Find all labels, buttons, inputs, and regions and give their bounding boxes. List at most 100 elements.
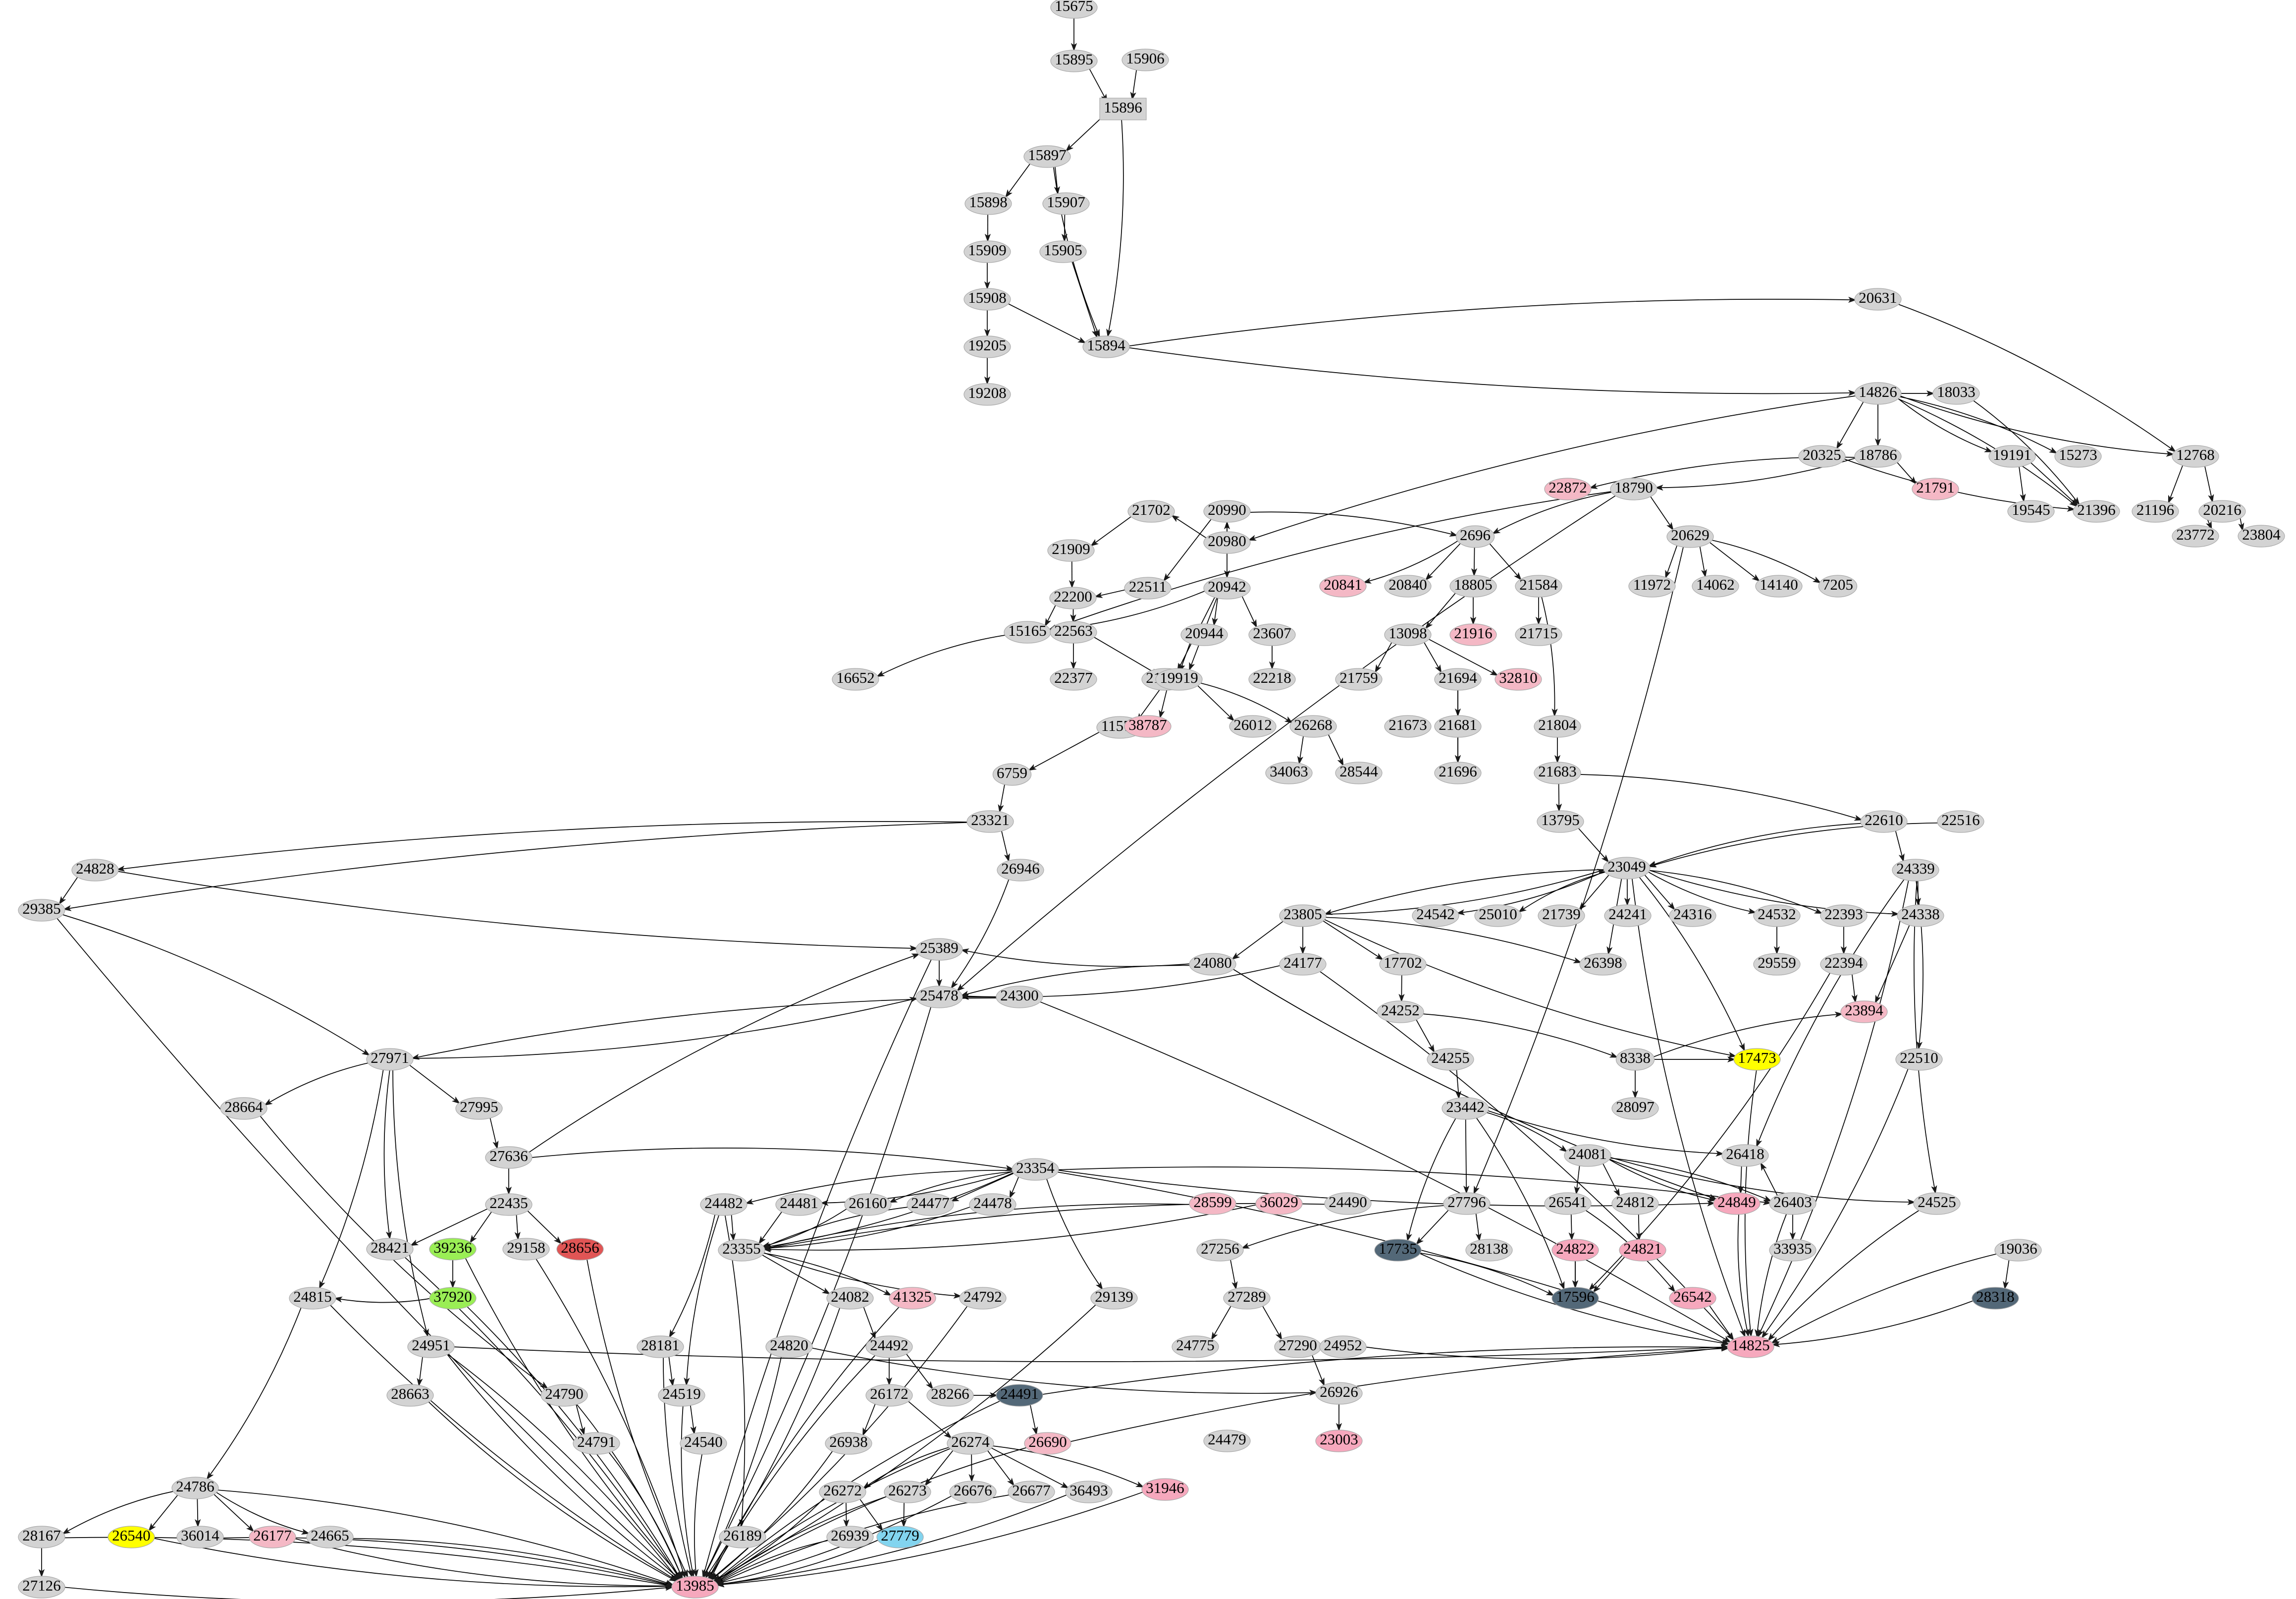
svg-text:26403: 26403 bbox=[1773, 1193, 1812, 1211]
svg-text:20980: 20980 bbox=[1208, 532, 1246, 550]
svg-text:24532: 24532 bbox=[1758, 905, 1796, 923]
svg-text:36014: 36014 bbox=[181, 1527, 219, 1544]
svg-text:20631: 20631 bbox=[1859, 289, 1897, 306]
svg-text:20944: 20944 bbox=[1185, 624, 1224, 642]
svg-text:18805: 18805 bbox=[1454, 576, 1493, 593]
svg-text:23354: 23354 bbox=[1016, 1159, 1055, 1176]
svg-text:28544: 28544 bbox=[1339, 763, 1378, 780]
svg-text:25010: 25010 bbox=[1479, 905, 1517, 923]
svg-text:36493: 36493 bbox=[1069, 1482, 1108, 1499]
svg-text:21673: 21673 bbox=[1388, 716, 1427, 733]
svg-text:15896: 15896 bbox=[1104, 99, 1142, 116]
svg-text:27256: 27256 bbox=[1201, 1240, 1239, 1257]
svg-text:24316: 24316 bbox=[1673, 905, 1712, 923]
svg-text:33935: 33935 bbox=[1773, 1240, 1812, 1257]
svg-text:22435: 22435 bbox=[489, 1194, 528, 1212]
svg-text:24478: 24478 bbox=[973, 1194, 1012, 1212]
svg-text:24082: 24082 bbox=[831, 1288, 869, 1305]
svg-text:24815: 24815 bbox=[293, 1288, 332, 1305]
svg-text:26274: 26274 bbox=[951, 1433, 990, 1450]
svg-text:24081: 24081 bbox=[1568, 1145, 1607, 1162]
svg-text:29559: 29559 bbox=[1758, 954, 1796, 971]
svg-text:24525: 24525 bbox=[1918, 1193, 1956, 1211]
svg-text:24338: 24338 bbox=[1901, 905, 1940, 923]
svg-text:13985: 13985 bbox=[676, 1577, 714, 1594]
svg-text:26676: 26676 bbox=[954, 1482, 992, 1499]
svg-text:29139: 29139 bbox=[1095, 1288, 1133, 1305]
svg-text:38787: 38787 bbox=[1128, 716, 1167, 733]
svg-text:24849: 24849 bbox=[1717, 1193, 1756, 1211]
svg-text:23894: 23894 bbox=[1845, 1001, 1883, 1019]
svg-text:29158: 29158 bbox=[507, 1239, 545, 1256]
svg-text:24821: 24821 bbox=[1623, 1240, 1662, 1257]
svg-text:28167: 28167 bbox=[22, 1527, 61, 1544]
svg-text:15895: 15895 bbox=[1055, 51, 1093, 68]
svg-text:21694: 21694 bbox=[1439, 669, 1477, 686]
svg-text:15894: 15894 bbox=[1087, 336, 1125, 354]
svg-text:21681: 21681 bbox=[1439, 716, 1477, 733]
svg-text:28656: 28656 bbox=[561, 1239, 599, 1256]
svg-text:19919: 19919 bbox=[1160, 669, 1198, 686]
svg-text:20216: 20216 bbox=[2203, 501, 2242, 518]
svg-text:24300: 24300 bbox=[1000, 987, 1039, 1004]
svg-text:26189: 26189 bbox=[723, 1527, 762, 1544]
svg-text:27636: 27636 bbox=[489, 1147, 528, 1164]
svg-text:24481: 24481 bbox=[780, 1194, 818, 1212]
svg-text:23805: 23805 bbox=[1283, 905, 1322, 923]
svg-text:23442: 23442 bbox=[1446, 1098, 1485, 1115]
svg-text:24519: 24519 bbox=[662, 1385, 701, 1402]
svg-text:20841: 20841 bbox=[1324, 576, 1362, 593]
svg-text:24820: 24820 bbox=[770, 1336, 808, 1354]
svg-text:41325: 41325 bbox=[893, 1288, 932, 1305]
svg-text:19191: 19191 bbox=[1993, 446, 2031, 463]
svg-text:28663: 28663 bbox=[391, 1385, 429, 1402]
svg-text:24822: 24822 bbox=[1556, 1240, 1595, 1257]
svg-text:23321: 23321 bbox=[971, 811, 1010, 828]
svg-text:24492: 24492 bbox=[870, 1336, 908, 1354]
svg-text:15905: 15905 bbox=[1044, 241, 1082, 259]
svg-text:28181: 28181 bbox=[641, 1336, 680, 1354]
svg-text:26677: 26677 bbox=[1012, 1482, 1051, 1499]
svg-text:26542: 26542 bbox=[1673, 1288, 1712, 1305]
svg-text:13098: 13098 bbox=[1388, 624, 1427, 642]
svg-text:22872: 22872 bbox=[1548, 479, 1587, 496]
svg-text:24255: 24255 bbox=[1431, 1049, 1470, 1066]
svg-text:24792: 24792 bbox=[963, 1288, 1002, 1305]
svg-text:8338: 8338 bbox=[1620, 1049, 1651, 1066]
svg-text:26012: 26012 bbox=[1233, 716, 1272, 733]
svg-text:26268: 26268 bbox=[1294, 716, 1333, 733]
svg-text:29385: 29385 bbox=[22, 900, 61, 917]
svg-text:26690: 26690 bbox=[1028, 1433, 1067, 1450]
svg-text:21791: 21791 bbox=[1916, 479, 1955, 496]
svg-text:22393: 22393 bbox=[1824, 905, 1863, 923]
svg-text:20629: 20629 bbox=[1671, 526, 1709, 544]
svg-text:27796: 27796 bbox=[1447, 1193, 1486, 1211]
svg-text:28097: 28097 bbox=[1616, 1098, 1655, 1115]
svg-text:22377: 22377 bbox=[1054, 669, 1093, 686]
svg-text:25478: 25478 bbox=[920, 987, 959, 1004]
svg-text:15909: 15909 bbox=[968, 241, 1007, 259]
svg-text:17596: 17596 bbox=[1556, 1288, 1595, 1305]
svg-text:14825: 14825 bbox=[1731, 1336, 1770, 1354]
svg-text:21739: 21739 bbox=[1542, 905, 1581, 923]
svg-text:32810: 32810 bbox=[1499, 669, 1538, 686]
svg-text:24951: 24951 bbox=[412, 1336, 450, 1354]
svg-text:26272: 26272 bbox=[823, 1482, 862, 1499]
svg-text:22563: 22563 bbox=[1054, 622, 1093, 639]
svg-text:17473: 17473 bbox=[1738, 1049, 1776, 1066]
svg-text:28664: 28664 bbox=[224, 1098, 263, 1115]
svg-text:15675: 15675 bbox=[1055, 0, 1093, 14]
svg-text:24080: 24080 bbox=[1193, 954, 1232, 971]
svg-text:16652: 16652 bbox=[836, 669, 875, 686]
svg-text:19545: 19545 bbox=[2012, 501, 2050, 518]
svg-text:26540: 26540 bbox=[112, 1527, 151, 1544]
svg-text:19208: 19208 bbox=[968, 384, 1007, 401]
svg-text:31946: 31946 bbox=[1146, 1479, 1184, 1496]
svg-text:19205: 19205 bbox=[968, 336, 1007, 354]
svg-text:24177: 24177 bbox=[1283, 954, 1322, 971]
svg-text:37920: 37920 bbox=[433, 1288, 472, 1305]
svg-text:24252: 24252 bbox=[1381, 1001, 1420, 1019]
svg-text:26398: 26398 bbox=[1584, 954, 1622, 971]
svg-text:28138: 28138 bbox=[1470, 1240, 1508, 1257]
svg-text:26926: 26926 bbox=[1320, 1383, 1358, 1400]
